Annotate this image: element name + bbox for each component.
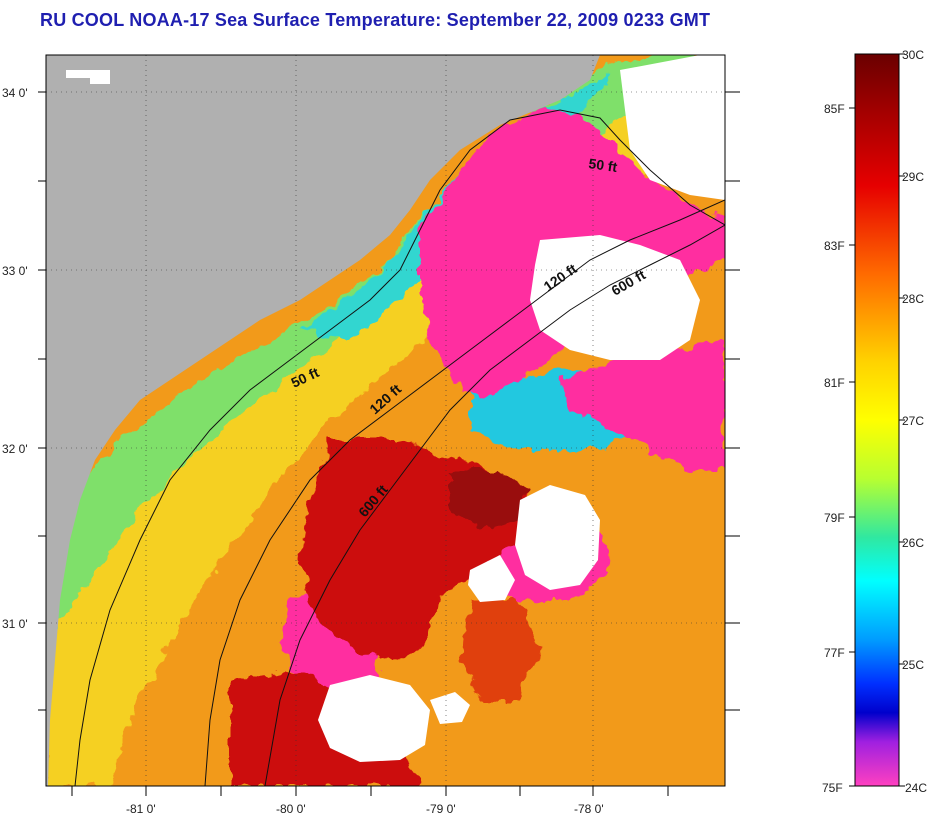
scale-label-77f: 77F <box>824 646 845 660</box>
warm-water-core-deep <box>450 470 530 530</box>
color-scale: 85F 83F 81F 79F 77F 75F 30C 29C 28C 27C … <box>822 48 927 795</box>
contour-600ft <box>264 224 725 786</box>
contour-label-50ft-north: 50 ft <box>588 155 619 175</box>
map-title: RU COOL NOAA-17 Sea Surface Temperature:… <box>40 10 711 30</box>
scale-label-27c: 27C <box>902 414 924 428</box>
map-area: 50 ft 120 ft 600 ft 50 ft 120 ft 600 ft <box>46 55 725 786</box>
scale-label-29c: 29C <box>902 170 924 184</box>
lon-label-79: -79 0' <box>426 802 456 816</box>
scale-label-81f: 81F <box>824 376 845 390</box>
color-scale-bar <box>854 53 900 787</box>
scale-label-83f: 83F <box>824 239 845 253</box>
map-border <box>45 54 726 787</box>
lon-label-81: -81 0' <box>126 802 156 816</box>
graticule <box>46 55 725 786</box>
scale-label-79f: 79F <box>824 511 845 525</box>
scale-label-85f: 85F <box>824 102 845 116</box>
scale-label-24c: 24C <box>905 781 927 795</box>
lon-label-78: -78 0' <box>574 802 604 816</box>
isobath-contours <box>74 109 725 786</box>
lat-label-32: 32 0' <box>2 442 28 456</box>
lat-label-33: 33 0' <box>2 264 28 278</box>
lat-label-34: 34 0' <box>2 86 28 100</box>
cloud-cover <box>318 55 725 762</box>
contour-50ft <box>419 109 725 231</box>
axis-ticks <box>38 91 740 796</box>
map-scale-mark <box>66 70 110 78</box>
scale-label-75f: 75F <box>822 781 843 795</box>
contour-50ft-south <box>74 229 421 786</box>
scale-label-26c: 26C <box>902 536 924 550</box>
cold-water-region-east <box>560 340 725 470</box>
scale-label-28c: 28C <box>902 292 924 306</box>
warm-water-patch-east <box>460 600 540 700</box>
scale-label-25c: 25C <box>902 658 924 672</box>
scale-label-30c: 30C <box>902 48 924 62</box>
contour-120ft <box>204 199 725 786</box>
land-mass <box>46 55 600 786</box>
lat-label-31: 31 0' <box>2 617 28 631</box>
lon-label-80: -80 0' <box>276 802 306 816</box>
